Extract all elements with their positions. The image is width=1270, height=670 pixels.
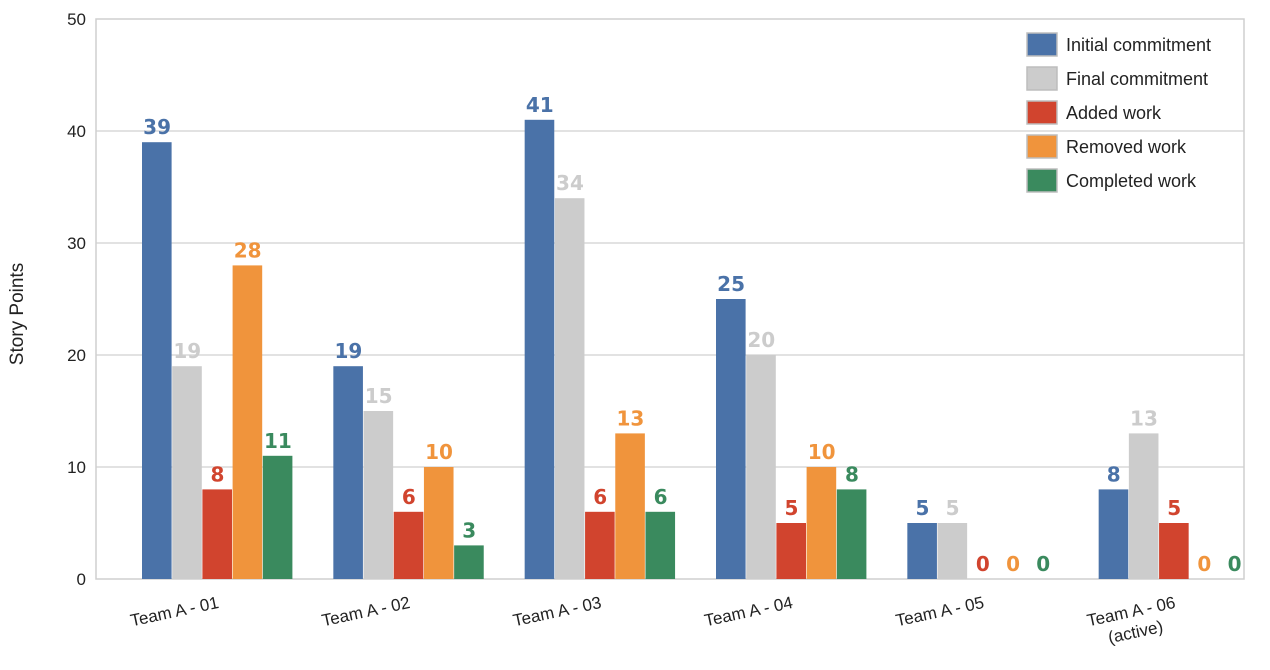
y-tick-label: 40 xyxy=(67,122,86,141)
bar xyxy=(202,489,232,579)
bar xyxy=(423,467,454,579)
legend-label: Added work xyxy=(1066,103,1162,123)
legend-label: Completed work xyxy=(1066,171,1197,191)
bar xyxy=(1128,433,1159,579)
x-category-line: Team A - 02 xyxy=(320,593,412,630)
data-label: 13 xyxy=(1130,406,1158,430)
bar xyxy=(716,299,746,579)
data-label: 25 xyxy=(717,272,745,296)
x-category-label: Team A - 04 xyxy=(703,593,795,630)
bar xyxy=(393,511,424,579)
data-label: 5 xyxy=(785,496,799,520)
y-tick-label: 30 xyxy=(67,234,86,253)
bar xyxy=(776,523,806,579)
y-axis-label: Story Points xyxy=(7,263,28,365)
data-label: 41 xyxy=(526,93,554,117)
bar xyxy=(232,265,263,579)
legend-label: Final commitment xyxy=(1066,69,1208,89)
data-label: 39 xyxy=(143,115,171,139)
y-tick-label: 0 xyxy=(77,570,86,589)
y-tick-label: 20 xyxy=(67,346,86,365)
legend-swatch xyxy=(1026,134,1058,159)
legend-swatch xyxy=(1026,100,1058,125)
data-label: 8 xyxy=(211,462,225,486)
legend-swatch xyxy=(1026,66,1058,91)
legend-swatch xyxy=(1026,32,1058,57)
bar-series-group xyxy=(142,119,1189,580)
bar xyxy=(806,467,837,579)
data-label: 5 xyxy=(946,496,960,520)
data-label: 34 xyxy=(556,171,584,195)
bar xyxy=(454,545,484,579)
data-label: 5 xyxy=(1167,496,1181,520)
gridlines xyxy=(96,130,1244,468)
data-label: 0 xyxy=(1036,552,1050,576)
x-category-label: Team A - 01 xyxy=(129,593,221,630)
bar xyxy=(554,198,585,579)
data-label: 19 xyxy=(173,339,201,363)
bar xyxy=(1098,489,1129,579)
bar xyxy=(172,366,202,579)
legend-label: Removed work xyxy=(1066,137,1187,157)
y-tick-label: 50 xyxy=(67,10,86,29)
x-category-label: Team A - 05 xyxy=(894,593,986,630)
data-label: 0 xyxy=(976,552,990,576)
bar xyxy=(907,523,937,579)
bar xyxy=(645,511,676,579)
data-label: 0 xyxy=(1228,552,1242,576)
x-category-label: Team A - 02 xyxy=(320,593,412,630)
bar xyxy=(333,366,363,579)
x-category-line: Team A - 04 xyxy=(703,593,795,630)
data-label: 19 xyxy=(335,339,363,363)
bar xyxy=(524,119,555,580)
bar xyxy=(585,511,615,579)
bar xyxy=(746,355,776,579)
y-tick-label: 10 xyxy=(67,458,86,477)
data-label: 28 xyxy=(234,238,262,262)
data-label: 13 xyxy=(616,406,644,430)
x-axis-categories: Team A - 01 Team A - 02 Team A - 03 Team A … xyxy=(129,593,1181,651)
data-label: 8 xyxy=(845,462,859,486)
data-label: 6 xyxy=(654,485,668,509)
data-label: 0 xyxy=(1197,552,1211,576)
data-label: 10 xyxy=(425,440,453,464)
bar xyxy=(142,142,172,579)
bar xyxy=(937,523,968,579)
data-label: 3 xyxy=(462,518,476,542)
y-axis-ticks: 0 10 20 30 40 50 xyxy=(67,10,86,589)
data-label: 0 xyxy=(1006,552,1020,576)
x-category-line: Team A - 01 xyxy=(129,593,221,630)
bar xyxy=(363,411,394,579)
data-label: 6 xyxy=(402,485,416,509)
bar xyxy=(1159,523,1189,579)
data-label: 15 xyxy=(365,384,393,408)
bar xyxy=(615,433,645,579)
legend: Initial commitment Final commitment Added … xyxy=(1026,32,1211,193)
legend-label: Initial commitment xyxy=(1066,35,1211,55)
x-category-label: Team A - 03 xyxy=(511,593,603,630)
data-label: 10 xyxy=(808,440,836,464)
legend-swatch xyxy=(1026,168,1058,193)
x-category-label: Team A - 06(active) xyxy=(1085,593,1181,651)
data-label: 20 xyxy=(747,328,775,352)
data-label: 5 xyxy=(915,496,929,520)
data-label: 11 xyxy=(264,429,292,453)
bar xyxy=(836,489,867,579)
bar xyxy=(262,455,293,579)
data-label: 6 xyxy=(593,485,607,509)
x-category-line: Team A - 05 xyxy=(894,593,986,630)
x-category-line: Team A - 03 xyxy=(511,593,603,630)
data-label: 8 xyxy=(1107,462,1121,486)
